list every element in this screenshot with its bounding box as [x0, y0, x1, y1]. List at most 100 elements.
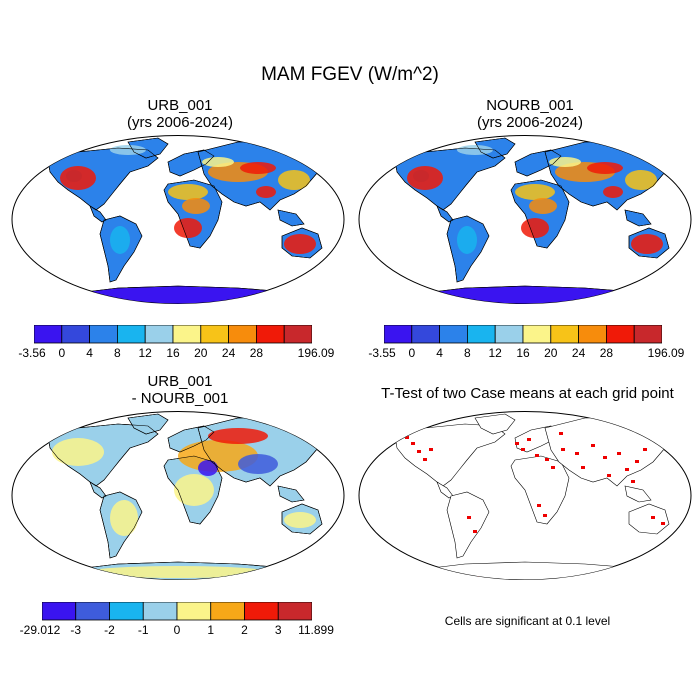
- significant-cell: [575, 576, 579, 579]
- significant-cell: [551, 466, 555, 469]
- field-patch: [587, 162, 623, 174]
- significant-cell: [559, 432, 563, 435]
- significant-cell: [417, 450, 421, 453]
- significant-cell: [545, 458, 549, 461]
- colorbar-tick-label: 0: [408, 346, 416, 360]
- significant-cell: [527, 438, 531, 441]
- colorbar-tick-label: 2: [241, 623, 248, 637]
- coastline-africa: [163, 179, 223, 249]
- panel-4-title-line1: T-Test of two Case means at each grid po…: [381, 385, 674, 402]
- colorbar-tick-label: 16: [516, 346, 530, 360]
- panel-3-title: URB_001 - NOURB_001: [30, 373, 330, 407]
- colorbar-box: [411, 325, 440, 344]
- colorbar-box: [61, 325, 90, 344]
- significant-cell: [405, 436, 409, 439]
- colorbar-box: [42, 602, 77, 621]
- panel-2-title: NOURB_001 (yrs 2006-2024): [375, 97, 685, 131]
- colorbar-tick-label: 4: [436, 346, 443, 360]
- field-patch: [238, 454, 278, 474]
- colorbar-box: [200, 325, 230, 344]
- field-patch: [88, 566, 268, 578]
- field-patch: [182, 198, 210, 214]
- significant-cell: [537, 504, 541, 507]
- colorbar-box: [605, 325, 635, 344]
- colorbar-tick-label: 28: [249, 346, 264, 360]
- colorbar-tick-label: 28: [599, 346, 614, 360]
- colorbar-tick-label: 0: [173, 623, 181, 637]
- significant-cell: [467, 516, 471, 519]
- colorbar-box: [75, 602, 110, 621]
- field-patch: [174, 218, 202, 238]
- significant-cell: [591, 444, 595, 447]
- colorbar-box: [142, 602, 178, 621]
- panel-1-title: URB_001 (yrs 2006-2024): [30, 97, 330, 131]
- field-patch: [284, 234, 316, 254]
- colorbar-tick-label: 12: [488, 346, 502, 360]
- colorbar-nourb: [384, 325, 662, 344]
- significant-cell: [521, 448, 525, 451]
- coastline-europe: [167, 425, 215, 453]
- coastline-north-america: [47, 423, 159, 487]
- colorbar-tick-label: -3.55: [368, 346, 396, 360]
- panel-2-title-line1: NOURB_001: [486, 97, 574, 114]
- field-patch: [457, 226, 477, 254]
- significant-cell: [651, 516, 655, 519]
- colorbar-tick-label: 24: [571, 346, 586, 360]
- land-greenland: [474, 413, 516, 435]
- field-patch: [457, 145, 493, 155]
- panel-4-title: T-Test of two Case means at each grid po…: [355, 385, 700, 402]
- colorbar-urb: [34, 325, 312, 344]
- significant-cell: [543, 514, 547, 517]
- field-patch: [110, 500, 138, 536]
- colorbar-box: [144, 325, 174, 344]
- map-panel-nourb: [358, 135, 692, 304]
- colorbar-tick-label: 12: [138, 346, 152, 360]
- significant-cell: [617, 452, 621, 455]
- field-patch: [110, 226, 130, 254]
- map-panel-ttest: [358, 411, 692, 580]
- field-patch: [521, 218, 549, 238]
- significant-cell: [575, 452, 579, 455]
- significant-cell: [429, 448, 433, 451]
- field-patch: [168, 184, 208, 200]
- colorbar-box: [578, 325, 607, 344]
- colorbar-tick-label: 0: [58, 346, 66, 360]
- coastline-north-america: [394, 147, 506, 211]
- colorbar-tick-label: 4: [86, 346, 93, 360]
- colorbar-box: [439, 325, 468, 344]
- figure-title: MAM FGEV (W/m^2): [261, 64, 439, 85]
- coastline-australia: [281, 503, 323, 535]
- field-patch: [413, 170, 429, 182]
- field-patch: [240, 162, 276, 174]
- coastline-south-america: [446, 215, 490, 283]
- coastline-north-america: [47, 147, 159, 211]
- field-patch: [603, 186, 623, 198]
- field-patch: [174, 474, 214, 506]
- significant-cell: [603, 456, 607, 459]
- coastline-southeast-asia: [624, 209, 652, 227]
- coastline-australia: [281, 227, 323, 259]
- coastline-south-america: [99, 215, 143, 283]
- land-australia: [628, 503, 670, 535]
- field-patch: [515, 184, 555, 200]
- coastline-southeast-asia: [277, 485, 305, 503]
- significant-cell: [635, 460, 639, 463]
- field-patch: [625, 170, 657, 190]
- coastline-africa: [510, 179, 570, 249]
- colorbar-box: [633, 325, 662, 344]
- colorbar-tick-label: 196.09: [297, 346, 335, 360]
- significant-cell: [637, 572, 641, 575]
- colorbar-box: [522, 325, 552, 344]
- colorbar-tick-label: 196.09: [647, 346, 685, 360]
- colorbar-box: [255, 325, 285, 344]
- coastline-africa: [163, 455, 223, 525]
- map-panel-difference: [11, 411, 345, 580]
- significant-cell: [473, 530, 477, 533]
- significant-cell: [661, 522, 665, 525]
- colorbar-box: [89, 325, 118, 344]
- colorbar-box: [467, 325, 496, 344]
- colorbar-box: [277, 602, 312, 621]
- field-patch: [110, 145, 146, 155]
- land-southeast-asia: [624, 485, 652, 503]
- coastline-south-america: [99, 491, 143, 559]
